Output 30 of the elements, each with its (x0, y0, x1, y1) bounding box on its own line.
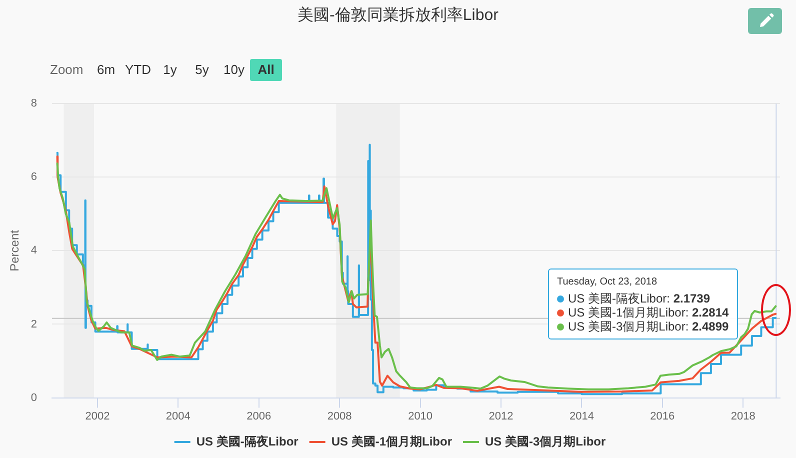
legend-label: US 美國-3個月期Libor (484, 434, 606, 448)
y-tick-label: 4 (30, 244, 37, 257)
annotation: US 美國-3個月期Libor: 2.4899 (568, 320, 729, 334)
x-tick-label: 2016 (650, 410, 675, 422)
y-tick-label: 0 (30, 392, 37, 404)
legend-label: US 美國-隔夜Libor (196, 434, 299, 448)
text: Zoom (50, 61, 84, 79)
text: 1y (162, 61, 178, 79)
y-axis-title: Percent (8, 229, 22, 272)
text: 6m (96, 61, 116, 79)
y-tick-label: 8 (30, 98, 37, 110)
legend-label: US 美國-1個月期Libor (331, 434, 452, 448)
x-tick-label: 2014 (569, 410, 594, 422)
text: YTD (124, 61, 152, 79)
annotation: Tuesday, Oct 23, 2018 (556, 276, 658, 290)
x-tick-label: 2012 (488, 410, 514, 422)
annotation: US 美國-隔夜Libor: 2.1739 (568, 292, 710, 306)
chart-title: 美國-倫敦同業拆放利率Libor (296, 6, 500, 26)
x-tick-label: 2010 (408, 410, 433, 422)
y-tick-label: 2 (30, 318, 37, 330)
x-tick-label: 2008 (327, 410, 352, 422)
annotation: US 美國-1個月期Libor: 2.2814 (568, 306, 729, 320)
y-tick-label: 6 (30, 171, 37, 184)
x-tick-label: 2002 (85, 410, 110, 422)
text: 10y (222, 61, 246, 79)
selected-button: All (250, 59, 282, 81)
x-tick-label: 2004 (166, 410, 190, 422)
x-tick-label: 2006 (246, 410, 272, 422)
text: 5y (194, 61, 210, 79)
x-tick-label: 2018 (730, 410, 756, 422)
